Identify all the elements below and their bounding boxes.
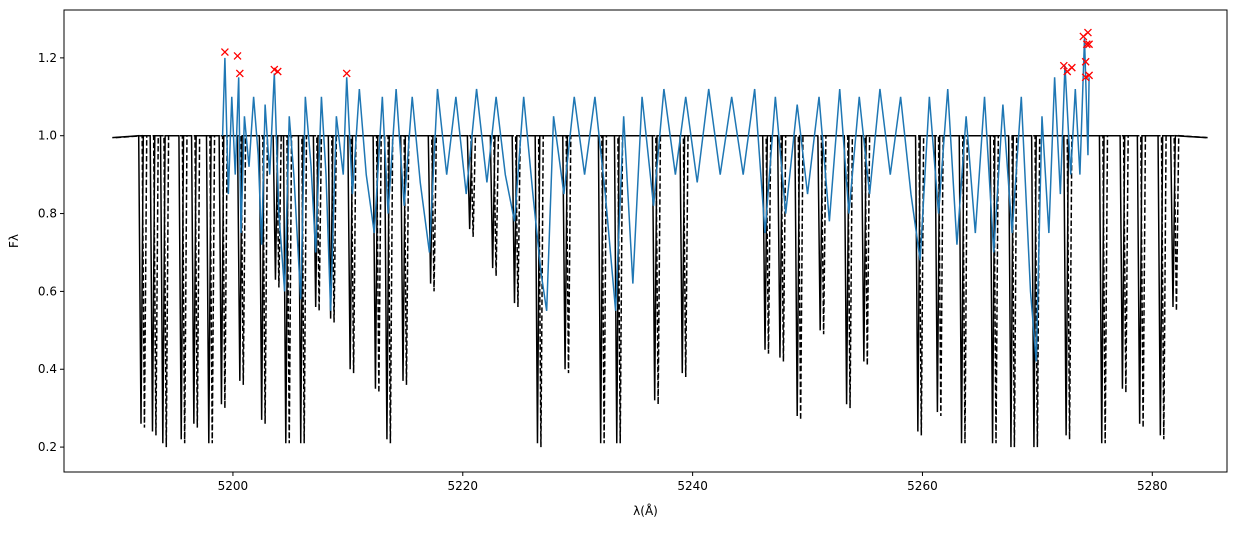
outlier-marker xyxy=(235,69,244,78)
y-tick-label: 0.4 xyxy=(38,362,57,376)
x-tick-label: 5260 xyxy=(907,479,938,493)
outlier-marker xyxy=(273,67,282,76)
plot-area xyxy=(112,28,1209,448)
x-tick-label: 5200 xyxy=(218,479,249,493)
spectrum-line xyxy=(221,38,1090,362)
outlier-marker xyxy=(1059,61,1068,70)
outlier-marker xyxy=(1082,40,1091,49)
x-tick-label: 5240 xyxy=(677,479,708,493)
outlier-marker xyxy=(233,51,242,60)
outlier-marker xyxy=(1085,71,1094,80)
outlier-marker xyxy=(1083,28,1092,37)
outlier-marker xyxy=(342,69,351,78)
axes-frame xyxy=(63,9,1228,473)
y-tick-label: 0.2 xyxy=(38,440,57,454)
x-tick-label: 5220 xyxy=(448,479,479,493)
outlier-marker xyxy=(1081,57,1090,66)
y-tick-label: 0.6 xyxy=(38,284,57,298)
y-tick-label: 0.8 xyxy=(38,207,57,221)
outlier-marker xyxy=(1085,40,1094,49)
x-tick-label: 5280 xyxy=(1137,479,1168,493)
spectrum-line xyxy=(115,134,1209,448)
y-tick-label: 1.2 xyxy=(38,51,57,65)
y-tick-label: 1.0 xyxy=(38,129,57,143)
outlier-marker xyxy=(1067,63,1076,72)
y-axis-label: Fλ xyxy=(7,234,21,248)
outlier-marker xyxy=(220,48,229,56)
x-axis-label: λ(Å) xyxy=(633,503,658,518)
